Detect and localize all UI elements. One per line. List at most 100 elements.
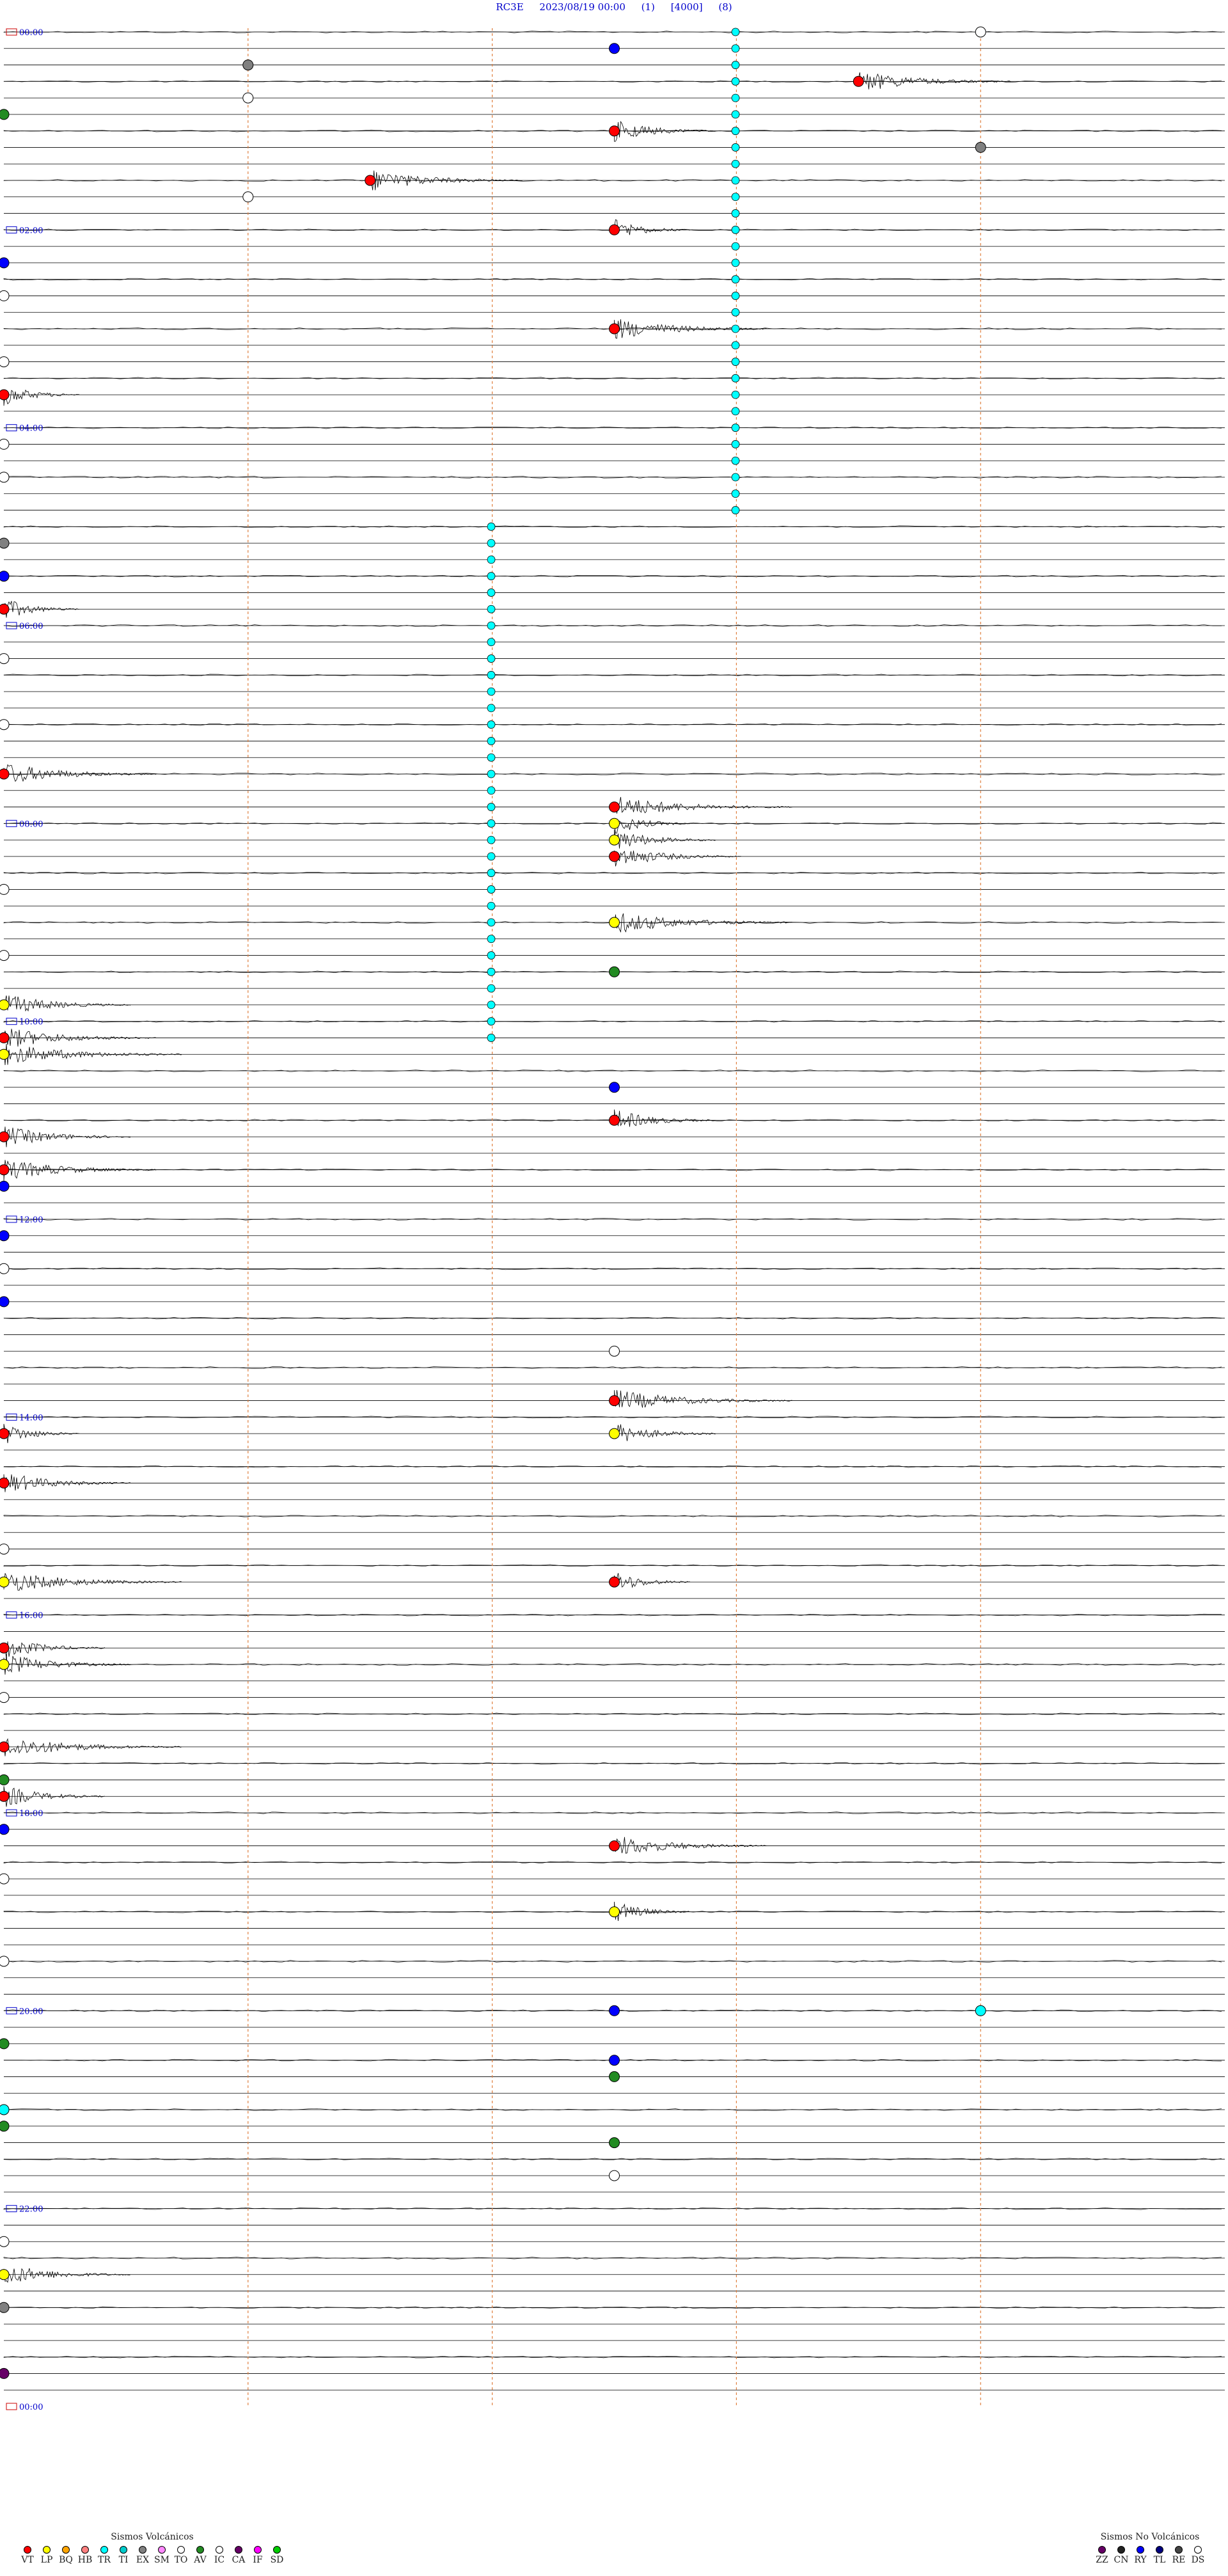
event-marker-vt[interactable] — [0, 1741, 10, 1753]
event-marker-vt[interactable] — [0, 1032, 10, 1043]
event-marker-zz[interactable] — [0, 1230, 10, 1242]
event-marker-av[interactable] — [0, 109, 10, 120]
event-marker-vt[interactable] — [609, 224, 620, 235]
event-marker-zz[interactable] — [609, 1082, 620, 1093]
trace-noise — [3, 1613, 1222, 1616]
event-marker-ti[interactable] — [0, 290, 10, 301]
event-marker-ex[interactable] — [0, 537, 10, 549]
tremor-marker — [731, 193, 740, 201]
event-marker-lp[interactable] — [0, 1048, 10, 1060]
event-marker-ex[interactable] — [242, 59, 254, 71]
event-marker-vt[interactable] — [0, 1428, 10, 1439]
event-marker-vt[interactable] — [0, 1642, 10, 1654]
event-marker-ti[interactable] — [242, 191, 254, 203]
event-waveform — [3, 1126, 131, 1148]
event-marker-vt[interactable] — [0, 1477, 10, 1489]
event-waveform — [3, 601, 79, 618]
event-marker-ti[interactable] — [0, 950, 10, 961]
event-marker-ca[interactable] — [0, 2367, 10, 2379]
event-marker-ti[interactable] — [0, 653, 10, 665]
event-marker-ti[interactable] — [0, 2236, 10, 2247]
event-marker-vt[interactable] — [609, 1576, 620, 1588]
event-marker-ti[interactable] — [609, 1345, 620, 1357]
event-marker-vt[interactable] — [365, 175, 376, 186]
event-marker-lp[interactable] — [609, 1906, 620, 1918]
event-marker-vt[interactable] — [853, 75, 864, 87]
event-marker-av[interactable] — [609, 2137, 620, 2149]
event-marker-vt[interactable] — [609, 851, 620, 862]
event-marker-vt[interactable] — [0, 1131, 10, 1142]
event-marker-vt[interactable] — [609, 1395, 620, 1407]
event-marker-ti[interactable] — [0, 1692, 10, 1703]
tremor-marker — [487, 670, 496, 679]
trace-noise — [3, 476, 1222, 478]
event-marker-lp[interactable] — [609, 818, 620, 829]
event-marker-vt[interactable] — [609, 1840, 620, 1852]
event-marker-lp[interactable] — [609, 834, 620, 846]
tremor-marker — [731, 77, 740, 86]
event-marker-ex[interactable] — [975, 141, 986, 153]
trace-noise — [3, 179, 1222, 182]
event-marker-vt[interactable] — [609, 802, 620, 813]
event-marker-zz[interactable] — [609, 2005, 620, 2016]
event-marker-av[interactable] — [0, 1774, 10, 1785]
tremor-marker — [487, 869, 496, 878]
event-marker-vt[interactable] — [609, 1114, 620, 1126]
legend-dot — [235, 2546, 242, 2554]
event-marker-vt[interactable] — [0, 603, 10, 615]
trace-noise — [3, 1366, 1222, 1369]
time-label: 00:00 — [19, 28, 43, 38]
event-marker-av[interactable] — [609, 2071, 620, 2082]
tremor-marker — [487, 621, 496, 630]
trace-noise — [3, 1316, 1222, 1320]
event-marker-vt[interactable] — [0, 389, 10, 400]
legend-dot — [1098, 2546, 1106, 2554]
event-marker-zz[interactable] — [0, 257, 10, 269]
event-marker-lp[interactable] — [0, 1659, 10, 1670]
event-marker-zz[interactable] — [0, 1180, 10, 1192]
event-marker-zz[interactable] — [0, 1824, 10, 1835]
event-marker-ti[interactable] — [0, 1956, 10, 1967]
tremor-marker — [731, 44, 740, 53]
event-marker-ti[interactable] — [242, 92, 254, 104]
event-marker-ti[interactable] — [0, 471, 10, 483]
event-marker-lp[interactable] — [0, 999, 10, 1011]
event-marker-zz[interactable] — [0, 571, 10, 582]
event-marker-ti[interactable] — [0, 883, 10, 895]
event-marker-zz[interactable] — [609, 43, 620, 54]
event-marker-vt[interactable] — [609, 323, 620, 335]
event-marker-tr[interactable] — [0, 2104, 10, 2115]
event-marker-ti[interactable] — [0, 1544, 10, 1555]
event-marker-lp[interactable] — [609, 1428, 620, 1439]
event-marker-tr[interactable] — [975, 2005, 986, 2016]
event-marker-vt[interactable] — [609, 125, 620, 137]
event-marker-ex[interactable] — [0, 2302, 10, 2313]
event-marker-lp[interactable] — [0, 2269, 10, 2280]
event-marker-zz[interactable] — [0, 1296, 10, 1308]
event-marker-av[interactable] — [0, 2121, 10, 2132]
event-marker-vt[interactable] — [0, 768, 10, 780]
event-marker-av[interactable] — [0, 2038, 10, 2050]
event-marker-ti[interactable] — [975, 26, 986, 38]
event-waveform — [3, 764, 157, 782]
event-marker-vt[interactable] — [0, 1164, 10, 1176]
seismic-traces — [3, 31, 1222, 2359]
event-marker-ti[interactable] — [0, 1263, 10, 1274]
legend-dot — [1137, 2546, 1144, 2554]
event-marker-lp[interactable] — [0, 1576, 10, 1588]
event-marker-zz[interactable] — [609, 2055, 620, 2066]
event-marker-ti[interactable] — [609, 2170, 620, 2181]
event-marker-av[interactable] — [609, 966, 620, 977]
event-marker-ti[interactable] — [0, 719, 10, 731]
legend-dot — [100, 2546, 108, 2554]
event-marker-lp[interactable] — [609, 917, 620, 928]
legend-volcanic-title: Sismos Volcánicos — [111, 2532, 194, 2542]
event-marker-ti[interactable] — [0, 1873, 10, 1885]
event-waveform — [3, 1029, 157, 1047]
time-labels: 00:00 02:00 04:00 06:00 08:00 10:00 12:00 14:00… — [6, 28, 43, 2412]
event-marker-vt[interactable] — [0, 1790, 10, 1802]
event-marker-ti[interactable] — [0, 438, 10, 450]
chart-header: RC3E 2023/08/19 00:00 (1) [4000] (8) — [0, 0, 1228, 14]
event-marker-ti[interactable] — [0, 356, 10, 368]
time-label: 20:00 — [19, 2007, 43, 2016]
